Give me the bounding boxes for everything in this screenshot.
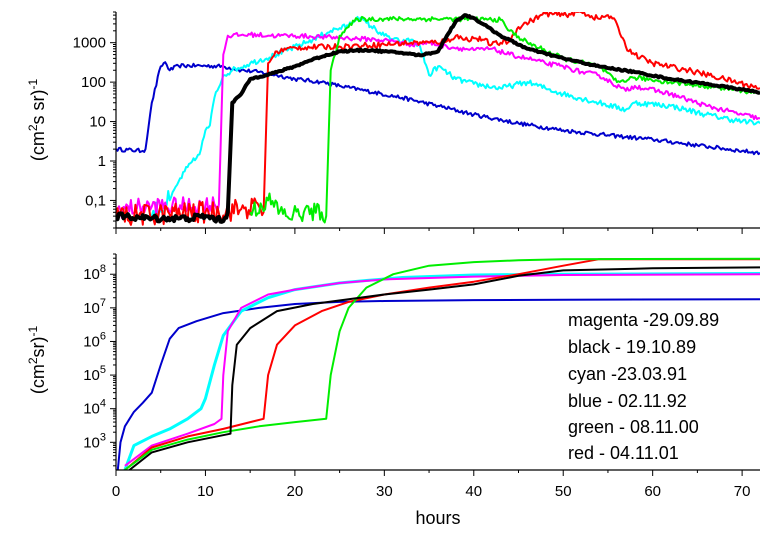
top-x-ticks [115, 228, 743, 234]
bottom-series-line-blue [116, 298, 760, 470]
top-y-tick-label: 1 [98, 153, 106, 170]
legend-item-blue: blue - 02.11.92 [568, 391, 687, 411]
bottom-y-tick-label: 106 [83, 330, 106, 350]
x-tick-label: 70 [734, 483, 751, 500]
x-tick-label: 50 [555, 483, 572, 500]
bottom-series-group [116, 257, 760, 470]
bottom-y-tick-label: 103 [83, 431, 106, 451]
top-y-tick-label: 1000 [73, 35, 106, 52]
legend-item-green: green - 08.11.00 [568, 417, 699, 437]
bottom-series-line-magenta [124, 273, 760, 467]
top-y-ticks: 1000 100 10 1 0,1 [73, 11, 116, 229]
legend: magenta -29.09.89 black - 19.10.89 cyan … [568, 310, 719, 463]
bottom-panel: 108 107 106 105 104 103 0 10 20 30 40 50 60 70 (cm2s… [26, 253, 760, 528]
bottom-y-tick-label: 104 [83, 398, 106, 418]
legend-item-black: black - 19.10.89 [568, 337, 696, 357]
top-series-line-cyan [150, 15, 760, 223]
x-tick-label: 60 [644, 483, 661, 500]
bottom-plot-area [116, 254, 760, 470]
bottom-series-line-red [124, 258, 760, 470]
x-tick-label: 20 [287, 483, 304, 500]
bottom-y-ticks: 108 107 106 105 104 103 [83, 253, 116, 467]
legend-item-red: red - 04.11.01 [568, 443, 679, 463]
top-panel: 1000 100 10 1 0,1 (cm2s sr)-1 [26, 11, 760, 234]
legend-item-magenta: magenta -29.09.89 [568, 310, 719, 330]
bottom-y-tick-label: 105 [83, 364, 106, 384]
x-tick-label: 0 [112, 483, 120, 500]
top-series-group [116, 12, 760, 226]
top-y-tick-label: 0,1 [85, 192, 106, 209]
x-axis-label: hours [415, 508, 460, 528]
top-y-axis-label: (cm2s sr)-1 [26, 78, 48, 161]
top-series-line-magenta [116, 31, 760, 219]
bottom-y-tick-label: 108 [83, 263, 106, 283]
top-y-tick-label: 100 [81, 74, 106, 91]
x-tick-label: 10 [197, 483, 214, 500]
bottom-y-axis-label: (cm2sr)-1 [26, 325, 48, 394]
top-series-line-red [116, 12, 760, 226]
x-tick-label: 40 [465, 483, 482, 500]
bottom-series-line-black [128, 266, 760, 470]
top-y-tick-label: 10 [89, 114, 106, 131]
x-tick-label: 30 [376, 483, 393, 500]
bottom-series-line-green [124, 257, 760, 470]
bottom-y-tick-label: 107 [83, 297, 106, 317]
legend-item-cyan: cyan -23.03.91 [568, 364, 687, 384]
bottom-x-ticks: 0 10 20 30 40 50 60 70 [112, 470, 751, 500]
top-series-line-black [116, 13, 760, 224]
